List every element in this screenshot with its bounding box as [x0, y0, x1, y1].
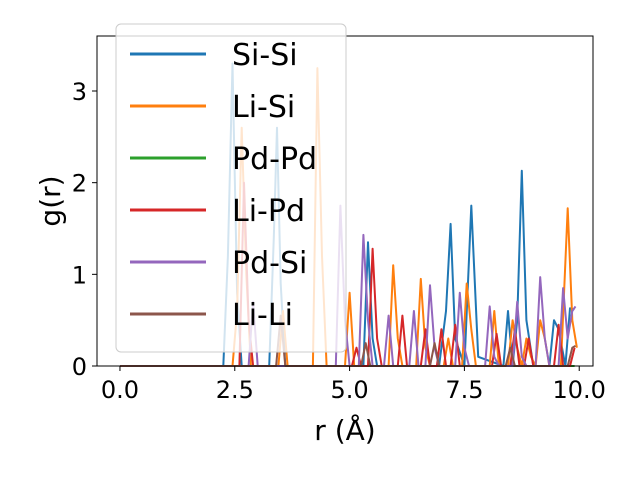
- x-tick-label: 7.5: [445, 376, 483, 404]
- legend-label-si-si: Si-Si: [232, 38, 298, 73]
- x-axis-label: r (Å): [314, 413, 375, 447]
- legend-label-li-pd: Li-Pd: [232, 194, 305, 229]
- x-tick-label: 5.0: [331, 376, 369, 404]
- y-tick-label: 0: [72, 353, 87, 381]
- x-tick-label: 0.0: [101, 376, 139, 404]
- legend-box: [115, 23, 347, 353]
- legend-label-li-si: Li-Si: [232, 90, 295, 125]
- y-ticks: 0 1 2 3: [72, 78, 97, 381]
- legend-label-li-li: Li-Li: [232, 298, 293, 333]
- series-line-li-pd: [120, 181, 576, 367]
- y-axis-label: g(r): [34, 175, 67, 226]
- y-tick-label: 1: [72, 261, 87, 289]
- x-tick-label: 2.5: [216, 376, 254, 404]
- y-tick-label: 3: [72, 78, 87, 106]
- x-ticks: 0.0 2.5 5.0 7.5 10.0: [101, 366, 606, 404]
- y-tick-label: 2: [72, 170, 87, 198]
- legend-label-pd-pd: Pd-Pd: [232, 142, 317, 177]
- legend: Si-Si Li-Si Pd-Pd Li-Pd Pd-Si Li-Li: [115, 23, 347, 353]
- legend-label-pd-si: Pd-Si: [232, 246, 307, 281]
- x-tick-label: 10.0: [553, 376, 606, 404]
